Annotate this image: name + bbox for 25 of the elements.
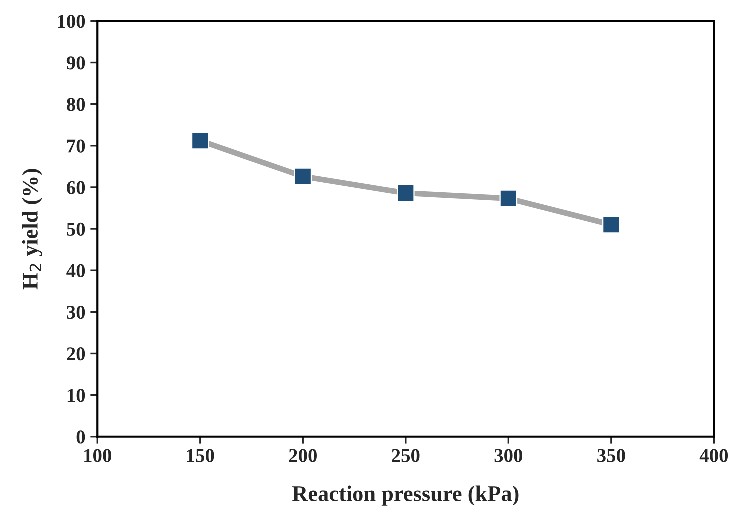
- y-axis-title: H$_{2}$ yield (%): [22, 169, 43, 290]
- y-tick-label: 80: [67, 98, 86, 112]
- point: [500, 190, 518, 208]
- x-axis-title: Reaction pressure (kPa): [292, 486, 519, 506]
- x-tick-label: 200: [289, 449, 317, 462]
- y-tick-label: 100: [58, 15, 86, 28]
- x-tick-label: 250: [392, 449, 420, 462]
- point: [602, 216, 620, 234]
- y-tick-label: 10: [68, 389, 86, 402]
- x-tick-label: 100: [84, 449, 112, 462]
- point: [191, 132, 210, 150]
- x-tick-label: 400: [700, 449, 728, 462]
- y-tick-label: 40: [66, 264, 86, 278]
- y-tick-label: 20: [67, 348, 86, 361]
- y-tick-label: 50: [67, 222, 86, 236]
- y-tick-label: 30: [67, 306, 86, 320]
- x-tick-label: 300: [494, 449, 523, 462]
- y-tick-label: 60: [67, 181, 86, 194]
- x-tick-label: 350: [598, 449, 626, 462]
- x-tick-label: 150: [187, 449, 214, 462]
- point: [397, 184, 415, 202]
- y-tick-label: 90: [66, 56, 86, 70]
- y-tick-label: 70: [67, 140, 86, 153]
- y-tick-label: 0: [76, 430, 86, 444]
- point: [294, 168, 312, 186]
